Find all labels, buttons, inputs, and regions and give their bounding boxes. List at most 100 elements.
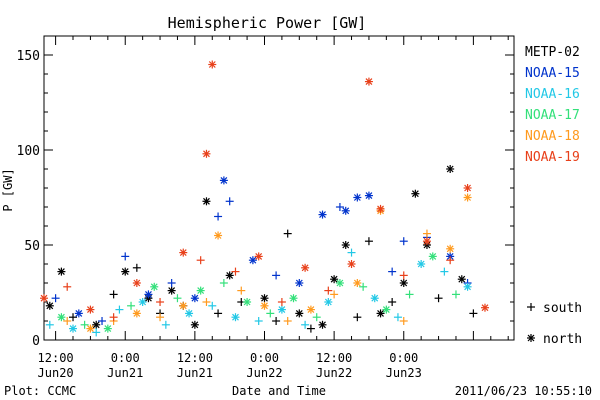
- data-point-star: [335, 279, 344, 287]
- data-point-star: [231, 313, 240, 322]
- data-point-plus: [469, 309, 478, 318]
- data-point-plus: [399, 237, 408, 246]
- data-point-plus: [51, 294, 60, 303]
- data-point-star: [138, 298, 147, 306]
- legend-marker-plus: [527, 303, 535, 311]
- y-tick-label: 100: [17, 144, 40, 159]
- x-axis-label: Date and Time: [232, 384, 326, 398]
- data-point-star: [254, 252, 263, 261]
- legend-item: NOAA-18: [525, 129, 580, 144]
- data-point-star: [295, 309, 304, 318]
- data-point-plus: [283, 317, 292, 325]
- data-point-plus: [167, 279, 176, 287]
- data-point-star: [457, 275, 466, 284]
- x-tick-label-date: Jun22: [246, 366, 282, 380]
- data-point-plus: [121, 252, 130, 261]
- data-point-plus: [173, 294, 182, 303]
- data-point-plus: [301, 320, 310, 329]
- data-points: [40, 60, 489, 337]
- data-point-star: [260, 294, 269, 303]
- data-point-star: [86, 324, 95, 333]
- data-point-star: [167, 286, 176, 295]
- data-point-plus: [306, 324, 315, 333]
- data-point-star: [301, 263, 310, 272]
- plot-credit: Plot: CCMC: [4, 384, 76, 398]
- data-point-plus: [393, 313, 402, 322]
- data-point-star: [370, 294, 379, 303]
- data-point-star: [57, 267, 66, 276]
- data-point-star: [376, 309, 385, 318]
- data-point-plus: [225, 197, 234, 206]
- marker-legend: south north: [527, 301, 582, 347]
- data-point-plus: [109, 290, 118, 299]
- data-point-plus: [434, 294, 443, 303]
- data-point-plus: [353, 313, 362, 322]
- y-axis: 0 50 100 150: [17, 35, 514, 349]
- data-point-plus: [330, 290, 339, 299]
- data-point-star: [260, 301, 269, 310]
- data-point-star: [179, 301, 188, 310]
- x-tick-label-time: 12:00: [316, 351, 352, 365]
- data-point-plus: [399, 317, 408, 325]
- data-point-plus: [266, 309, 275, 318]
- data-point-star: [341, 206, 350, 215]
- data-point-star: [422, 237, 431, 246]
- data-point-star: [243, 298, 252, 306]
- data-point-star: [295, 279, 304, 287]
- data-point-plus: [254, 317, 263, 325]
- data-point-star: [144, 290, 153, 299]
- x-tick-label-time: 0:00: [389, 351, 418, 365]
- legend-marker-label: south: [543, 301, 582, 316]
- x-tick-label-date: Jun22: [316, 366, 352, 380]
- data-point-star: [132, 309, 141, 318]
- data-point-plus: [446, 256, 455, 265]
- data-point-star: [74, 309, 83, 318]
- data-point-star: [86, 305, 95, 314]
- data-point-star: [40, 294, 48, 303]
- data-point-star: [103, 324, 112, 333]
- data-point-plus: [272, 271, 281, 280]
- x-tick-label-date: Jun21: [177, 366, 213, 380]
- data-point-star: [45, 301, 54, 310]
- data-point-plus: [405, 290, 414, 299]
- data-point-plus: [115, 305, 124, 314]
- x-tick-label-time: 0:00: [111, 351, 140, 365]
- data-point-plus: [324, 286, 333, 295]
- data-point-star: [248, 256, 257, 265]
- data-point-plus: [422, 229, 431, 238]
- data-point-star: [150, 282, 159, 291]
- data-point-plus: [312, 313, 321, 322]
- data-point-plus: [127, 301, 136, 310]
- legend-item: NOAA-16: [525, 87, 580, 102]
- data-point-star: [347, 260, 356, 268]
- x-tick-label-time: 12:00: [38, 351, 74, 365]
- y-tick-label: 50: [24, 239, 40, 254]
- data-point-plus: [359, 282, 368, 291]
- data-point-star: [330, 275, 339, 284]
- data-point-star: [208, 60, 217, 69]
- x-axis: 12:00Jun200:00Jun2112:00Jun210:00Jun2212…: [38, 36, 509, 380]
- data-point-plus: [335, 203, 344, 211]
- data-point-plus: [132, 263, 141, 272]
- data-point-star: [306, 305, 315, 314]
- data-point-plus: [231, 267, 240, 276]
- data-point-star: [428, 252, 437, 261]
- data-point-star: [190, 320, 199, 329]
- series-metp-02: [45, 165, 478, 333]
- data-point-star: [324, 298, 333, 306]
- x-tick-label-time: 0:00: [250, 351, 279, 365]
- data-point-star: [214, 231, 223, 240]
- data-point-star: [289, 294, 298, 303]
- x-tick-label-date: Jun23: [386, 366, 422, 380]
- data-point-star: [463, 184, 472, 192]
- data-point-star: [364, 191, 373, 200]
- data-point-star: [196, 286, 205, 295]
- data-point-star: [463, 282, 472, 291]
- series-noaa-17: [57, 252, 460, 333]
- data-point-plus: [63, 317, 72, 325]
- data-point-star: [277, 305, 286, 314]
- series-noaa-19: [40, 60, 489, 322]
- data-point-star: [225, 271, 234, 280]
- y-tick-label: 0: [32, 334, 40, 349]
